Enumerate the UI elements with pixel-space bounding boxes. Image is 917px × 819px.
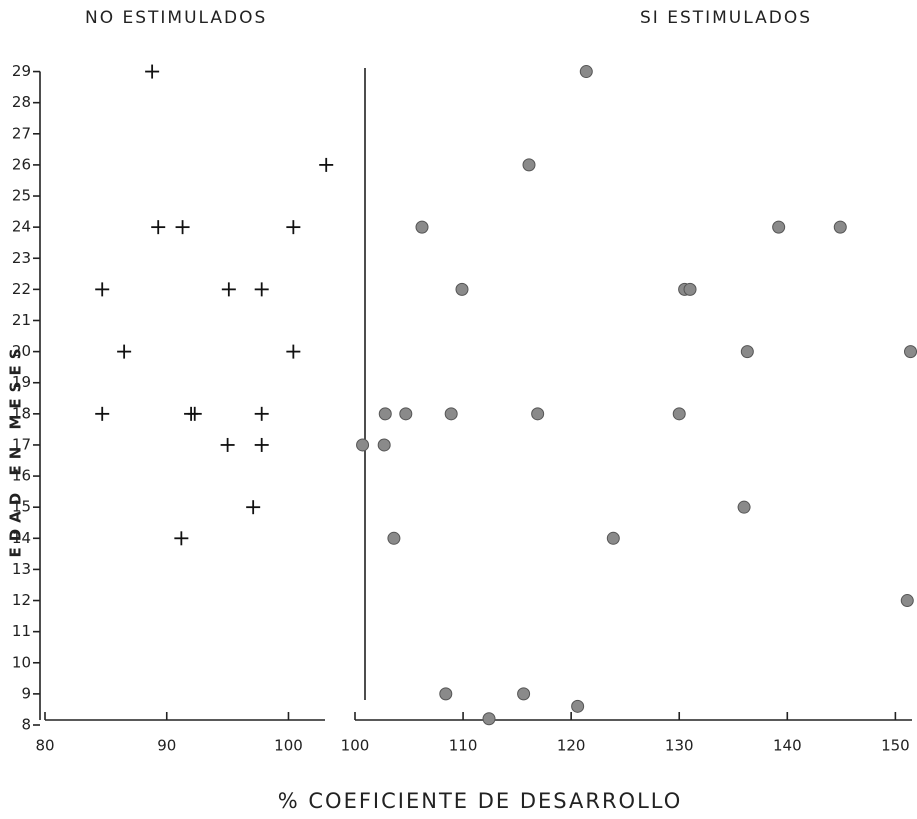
- point: [522, 158, 536, 172]
- point: [900, 594, 914, 608]
- y-tick-label: 14: [12, 529, 31, 547]
- point: [387, 531, 401, 545]
- y-tick-label: 20: [12, 342, 31, 360]
- point: [833, 220, 847, 234]
- point: [221, 282, 236, 297]
- point: [772, 220, 786, 234]
- point: [95, 282, 110, 297]
- y-tick-label: 27: [12, 124, 31, 142]
- y-tick-label: 13: [12, 560, 31, 578]
- y-tick-label: 9: [21, 684, 31, 702]
- point: [220, 437, 235, 452]
- point: [399, 407, 413, 421]
- x-tick-label: 110: [449, 737, 478, 755]
- point: [531, 407, 545, 421]
- y-tick-label: 26: [12, 155, 31, 173]
- y-tick-label: 17: [12, 435, 31, 453]
- x-tick-label: 140: [773, 737, 802, 755]
- point: [579, 65, 593, 79]
- point: [175, 220, 190, 235]
- point: [95, 406, 110, 421]
- y-tick-label: 18: [12, 404, 31, 422]
- y-tick-label: 29: [12, 62, 31, 80]
- x-tick-label: 120: [557, 737, 586, 755]
- point: [683, 282, 697, 296]
- point: [737, 500, 751, 514]
- point: [482, 712, 496, 726]
- y-tick-label: 16: [12, 467, 31, 485]
- point: [246, 500, 261, 515]
- point: [254, 282, 269, 297]
- y-tick-label: 8: [21, 716, 31, 734]
- point: [151, 220, 166, 235]
- x-tick-label: 100: [341, 737, 370, 755]
- y-tick-label: 21: [12, 311, 31, 329]
- point: [455, 282, 469, 296]
- point: [286, 344, 301, 359]
- point: [439, 687, 453, 701]
- point: [904, 345, 917, 359]
- x-tick-label: 90: [157, 737, 176, 755]
- y-tick-label: 10: [12, 653, 31, 671]
- point: [145, 64, 160, 79]
- y-tick-label: 28: [12, 93, 31, 111]
- point: [286, 220, 301, 235]
- x-tick-label: 100: [274, 737, 303, 755]
- y-tick-label: 11: [12, 622, 31, 640]
- y-tick-label: 12: [12, 591, 31, 609]
- point: [319, 157, 334, 172]
- point: [377, 438, 391, 452]
- y-tick-label: 25: [12, 187, 31, 205]
- x-tick-label: 130: [665, 737, 694, 755]
- point: [254, 406, 269, 421]
- point: [378, 407, 392, 421]
- point: [606, 531, 620, 545]
- y-axis-label: EDAD EN MESES: [7, 342, 25, 557]
- y-tick-label: 15: [12, 498, 31, 516]
- point: [672, 407, 686, 421]
- y-tick-label: 19: [12, 373, 31, 391]
- point: [187, 406, 202, 421]
- x-axis-label: % COEFICIENTE DE DESARROLLO: [278, 789, 683, 813]
- x-tick-label: 150: [881, 737, 910, 755]
- point: [444, 407, 458, 421]
- point: [517, 687, 531, 701]
- y-tick-label: 24: [12, 218, 31, 236]
- point: [254, 437, 269, 452]
- y-tick-label: 23: [12, 249, 31, 267]
- point: [174, 531, 189, 546]
- point: [415, 220, 429, 234]
- point: [571, 699, 585, 713]
- point: [740, 345, 754, 359]
- left-title: NO ESTIMULADOS: [85, 8, 267, 28]
- x-tick-label: 80: [35, 737, 54, 755]
- point: [356, 438, 370, 452]
- point: [117, 344, 132, 359]
- y-tick-label: 22: [12, 280, 31, 298]
- right-title: SI ESTIMULADOS: [640, 8, 812, 28]
